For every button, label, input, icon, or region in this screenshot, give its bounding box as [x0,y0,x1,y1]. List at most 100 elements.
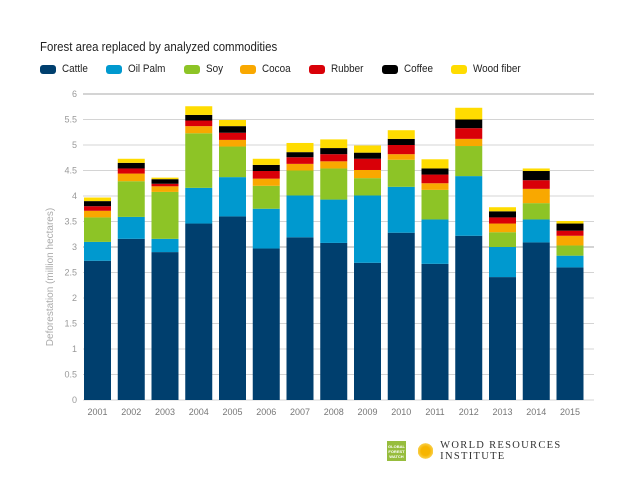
bar-segment-cattle [151,252,179,400]
bar-segment-soy [84,217,111,242]
y-tick-label: 0.5 [64,370,77,380]
bar-segment-wood-fiber [354,145,381,153]
bar-segment-soy [489,232,516,247]
x-tick-label: 2002 [121,407,141,417]
bar-segment-soy [354,178,381,196]
bar-segment-soy [185,133,213,188]
bar-segment-coffee [185,114,213,121]
bar-segment-cattle [387,232,415,400]
legend-label: Wood fiber [473,63,522,75]
bar-segment-oil-palm [252,208,280,249]
bar-segment-rubber [219,132,246,140]
bar-segment-wood-fiber [286,142,314,153]
legend-item: Soy [184,63,225,75]
bar-segment-rubber [252,171,280,179]
bar-segment-coffee [219,126,246,133]
legend-item: Oil Palm [105,63,170,75]
bar-segment-oil-palm [387,186,415,233]
bar-segment-coffee [252,164,280,172]
bar-segment-cocoa [286,163,314,171]
bar-segment-wood-fiber [320,139,348,149]
bar-segment-cattle [489,277,516,400]
bar-segment-soy [455,146,483,177]
bar-segment-rubber [185,120,213,127]
bar-segment-cattle [421,263,449,400]
bar-segment-coffee [84,201,111,207]
bar-segment-rubber [84,206,111,211]
bar-segment-rubber [522,180,550,189]
bar-segment-rubber [556,230,584,236]
y-axis-label: Deforestation (million hectares) [45,208,56,346]
legend-item: Rubber [309,63,367,75]
bar-segment-cocoa [151,186,179,192]
bar-segment-soy [421,189,449,220]
legend-swatch [451,64,468,74]
bar-segment-cocoa [320,161,348,169]
bar-segment-cocoa [84,210,111,218]
bar-segment-wood-fiber [185,106,213,115]
bar-segment-wood-fiber [489,207,516,212]
bar-segment-oil-palm [556,255,584,268]
bar-segment-rubber [117,168,145,174]
y-tick-label: 5.5 [64,115,77,125]
bar-segment-cattle [252,248,280,400]
wri-logo-text: WORLD RESOURCES INSTITUTE [440,440,562,462]
legend-label: Coffee [404,63,434,75]
legend-swatch [240,64,257,74]
bar-segment-wood-fiber [522,168,550,172]
bar-segment-soy [219,146,246,178]
bar-segment-oil-palm [320,199,348,243]
bar-segment-rubber [421,174,449,184]
bar-segment-wood-fiber [151,177,179,180]
bar-segment-soy [320,168,348,200]
bar-segment-rubber [387,145,415,155]
legend-swatch [184,64,201,74]
wri-logo-icon [417,443,434,459]
bar-segment-cocoa [522,188,550,204]
bar-segment-wood-fiber [252,158,280,165]
y-tick-label: 2.5 [64,268,77,278]
bar-segment-cattle [455,235,483,400]
bar-segment-cocoa [387,154,415,160]
bar-segment-cattle [117,238,145,400]
global-forest-watch-logo: GLOBAL FOREST WATCH [387,441,406,461]
legend-item: Coffee [382,63,436,75]
bar-segment-oil-palm [421,219,449,264]
bar-segment-coffee [455,119,483,129]
chart-title: Forest area replaced by analyzed commodi… [40,39,278,54]
bar-segment-cattle [522,242,550,400]
y-tick-label: 1.5 [64,319,77,329]
legend-swatch [105,64,122,74]
legend-label: Rubber [331,63,364,75]
bar-segment-rubber [455,128,483,139]
legend-label: Cattle [62,63,88,75]
bar-segment-cattle [320,242,348,400]
bar-segment-cattle [556,267,584,400]
bar-segment-wood-fiber [219,120,246,127]
bar-segment-wood-fiber [117,158,145,163]
bar-segment-soy [151,191,179,239]
bar-segment-oil-palm [84,241,111,261]
bar-segment-wood-fiber [84,197,111,202]
legend-swatch [382,64,399,74]
y-tick-label: 5 [72,140,77,150]
bar-segment-rubber [320,154,348,162]
bar-segment-oil-palm [117,216,145,239]
legend-item: Cocoa [240,63,294,75]
legend-item: Wood fiber [451,63,526,75]
y-tick-label: 2 [72,293,77,303]
bar-segment-coffee [286,152,314,158]
y-tick-label: 3.5 [64,217,77,227]
legend-label: Oil Palm [127,63,166,75]
bar-segment-cattle [84,260,111,400]
legend-swatch [40,64,56,74]
bar-segment-wood-fiber [556,220,584,224]
bar-segment-rubber [489,217,516,224]
x-tick-label: 2004 [189,407,209,417]
x-tick-label: 2005 [222,407,242,417]
bar-segment-oil-palm [354,195,381,263]
y-tick-label: 1 [72,344,77,354]
bar-segment-soy [117,181,145,217]
bar-segment-soy [556,245,584,256]
